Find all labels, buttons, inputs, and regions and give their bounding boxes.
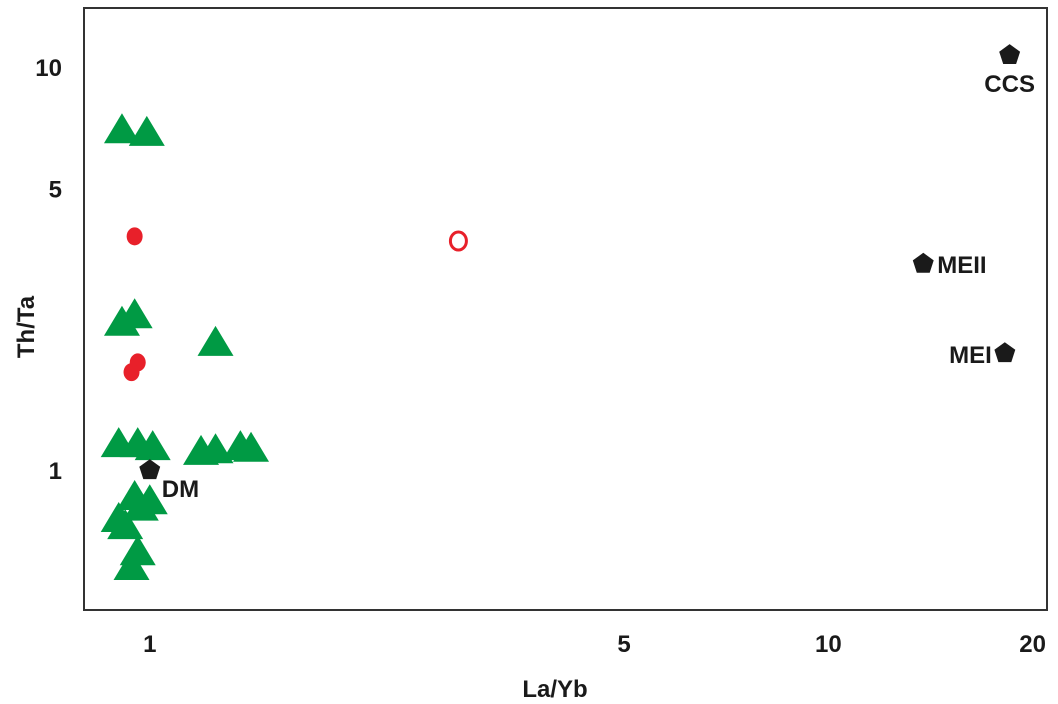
x-tick-label: 20 bbox=[1019, 631, 1046, 658]
triangle-point bbox=[197, 325, 234, 356]
reference-label: MEI bbox=[949, 342, 992, 369]
open-circle-point bbox=[448, 230, 468, 252]
pentagon-marker bbox=[999, 44, 1021, 64]
data-points bbox=[100, 113, 468, 581]
y-axis-title: Th/Ta bbox=[13, 295, 40, 358]
plot-area bbox=[83, 7, 1048, 611]
x-tick-label: 1 bbox=[143, 631, 156, 658]
y-tick-label: 10 bbox=[35, 55, 62, 82]
x-tick-label: 5 bbox=[617, 631, 630, 658]
triangle-point bbox=[233, 431, 270, 462]
reference-label: CCS bbox=[984, 71, 1035, 98]
x-axis-ticks: 1 5 10 20 bbox=[143, 631, 1046, 658]
triangle-point bbox=[134, 430, 171, 461]
reference-label: MEII bbox=[937, 252, 986, 279]
y-tick-label: 1 bbox=[49, 458, 62, 485]
triangle-point bbox=[197, 433, 234, 464]
y-tick-label: 5 bbox=[49, 176, 62, 203]
triangle-point bbox=[103, 113, 140, 144]
pentagon-marker bbox=[994, 342, 1016, 363]
triangle-point bbox=[131, 484, 168, 515]
filled-circle-point bbox=[126, 227, 143, 246]
pentagon-marker bbox=[139, 459, 161, 480]
filled-circle-point bbox=[123, 363, 140, 382]
triangle-point bbox=[128, 115, 165, 146]
reference-points: CCS MEII MEI DM bbox=[139, 44, 1035, 503]
triangle-point bbox=[113, 550, 150, 581]
pentagon-marker bbox=[912, 252, 934, 273]
x-tick-label: 10 bbox=[815, 631, 842, 658]
triangle-point bbox=[107, 509, 144, 540]
triangle-point bbox=[116, 298, 153, 329]
x-axis-title: La/Yb bbox=[522, 676, 587, 703]
reference-label: DM bbox=[162, 476, 199, 503]
